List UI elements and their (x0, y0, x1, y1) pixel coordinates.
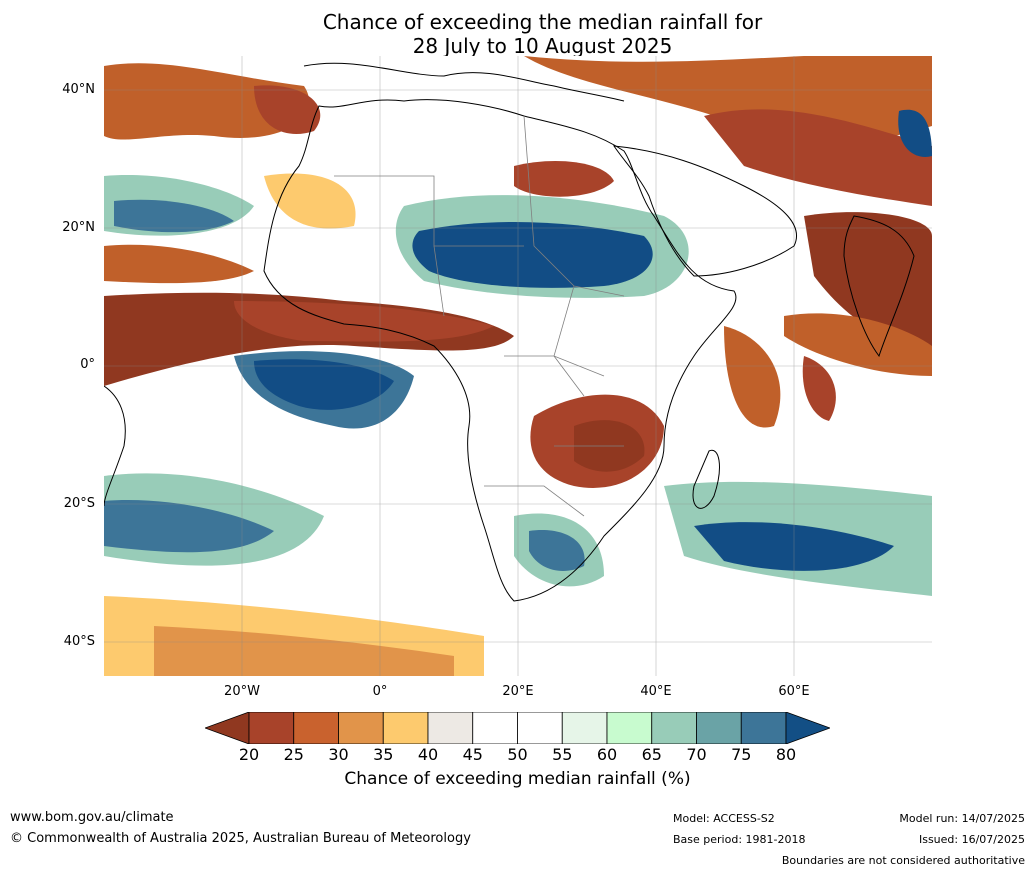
field-wet-iran (898, 109, 932, 157)
footer-model: Model: ACCESS-S2 (673, 812, 775, 825)
colorbar-tick-label: 60 (596, 745, 618, 764)
colorbar-arrow-low (205, 712, 250, 744)
country-boundaries (334, 115, 625, 517)
lon-label-40e: 40°E (640, 684, 672, 699)
field-wet-atlantic-north-core (114, 199, 234, 233)
colorbar-segment (338, 712, 384, 744)
colorbar-segment (293, 712, 339, 744)
colorbar-tick-label: 35 (373, 745, 394, 764)
field-dry-sahara (514, 161, 614, 197)
lon-label-20w: 20°W (224, 684, 260, 699)
footer-base-period: Base period: 1981-2018 (673, 833, 806, 846)
colorbar-segment (606, 712, 653, 744)
colorbar-tick-label: 50 (507, 745, 528, 764)
footer-copyright: © Commonwealth of Australia 2025, Austra… (10, 831, 471, 846)
colorbar-tick-label: 65 (641, 745, 662, 764)
lat-label-40n: 40°N (62, 82, 95, 97)
colorbar-segment (248, 712, 295, 744)
lon-label-0: 0° (372, 684, 388, 699)
field-dry-indian-ocean (724, 326, 781, 428)
coastlines (104, 62, 915, 602)
field-dry-north-atlantic (104, 63, 310, 140)
footer-disclaimer: Boundaries are not considered authoritat… (781, 854, 1025, 867)
coastline-arabia (612, 145, 797, 277)
colorbar-segment (696, 712, 742, 744)
colorbar-tick-label: 75 (731, 745, 752, 764)
map-canvas (104, 56, 932, 676)
rainfall-probability-map (104, 56, 932, 676)
colorbar-segment (472, 712, 518, 744)
lat-label-20n: 20°N (62, 220, 95, 235)
coastline-madagascar (692, 449, 720, 509)
field-wet-south-africa-core (529, 530, 585, 571)
lat-label-20s: 20°S (63, 496, 95, 511)
colorbar-tick-label: 40 (417, 745, 439, 764)
coastline-india (843, 215, 915, 358)
colorbar-segment (517, 712, 563, 744)
colorbar-tick-label: 45 (462, 745, 483, 764)
colorbar-segment (740, 712, 787, 744)
coastline-south-america (104, 385, 126, 507)
field-wet-tropical-atlantic-core (254, 359, 394, 410)
field-dry-middle-east (704, 109, 932, 206)
colorbar-segments (205, 712, 830, 744)
colorbar-tick-label: 55 (552, 745, 573, 764)
colorbar-tick-label: 25 (283, 745, 304, 764)
coastline-africa (263, 99, 737, 602)
colorbar-tick-label: 80 (775, 745, 797, 764)
colorbar-arrow-high (785, 712, 830, 744)
footer-issued: Issued: 16/07/2025 (918, 833, 1025, 846)
colorbar-segment (427, 712, 474, 744)
colorbar-tick-label: 20 (238, 745, 260, 764)
footer-website[interactable]: www.bom.gov.au/climate (10, 810, 174, 825)
field-wet-south-atlantic-core (104, 500, 274, 553)
lon-label-20e: 20°E (502, 684, 534, 699)
probability-field (104, 56, 932, 676)
lon-label-60e: 60°E (778, 684, 810, 699)
colorbar-segment (651, 712, 697, 744)
coastline-europe (303, 62, 625, 102)
lat-label-0: 0° (80, 357, 95, 372)
field-neutral-sahara-left (264, 173, 356, 229)
colorbar-label: Chance of exceeding median rainfall (%) (344, 769, 691, 789)
field-dry-north-atlantic-core (254, 85, 321, 134)
graticule (104, 56, 932, 676)
colorbar-tick-label: 30 (328, 745, 349, 764)
colorbar-tick-label: 70 (686, 745, 707, 764)
field-dry-india-edge (784, 313, 932, 376)
colorbar (205, 712, 830, 744)
map-title-line-2: 28 July to 10 August 2025 (412, 34, 673, 58)
footer-model-run: Model run: 14/07/2025 (899, 812, 1025, 825)
lat-label-40s: 40°S (63, 634, 95, 649)
field-dry-gulf-guinea (234, 301, 494, 342)
colorbar-segment (382, 712, 429, 744)
field-dry-southern-ocean-2 (154, 626, 454, 676)
field-wet-sahel-core (412, 221, 653, 288)
map-title-line-1: Chance of exceeding the median rainfall … (322, 10, 763, 34)
colorbar-segment (561, 712, 608, 744)
field-dry-atlantic-west (104, 244, 254, 284)
field-dry-india (804, 212, 932, 346)
field-dry-indian-ocean-2 (802, 356, 836, 421)
